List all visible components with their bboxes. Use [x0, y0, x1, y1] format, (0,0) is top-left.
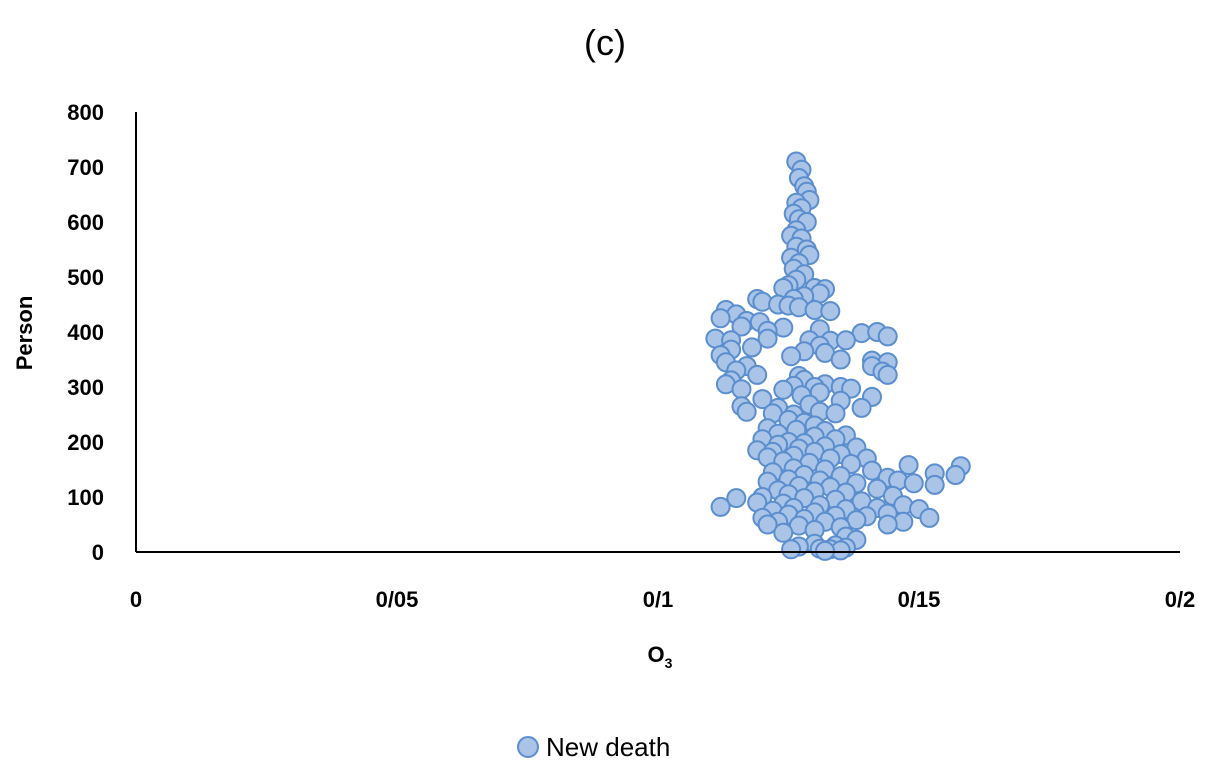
- x-tick-label: 0/15: [898, 587, 941, 612]
- y-tick-label: 600: [67, 210, 104, 235]
- data-point: [726, 488, 747, 509]
- x-tick-label: 0/1: [643, 587, 674, 612]
- y-tick-label: 200: [67, 430, 104, 455]
- data-point: [815, 540, 835, 561]
- data-point: [710, 496, 731, 517]
- data-point: [898, 455, 919, 476]
- data-point: [752, 389, 773, 410]
- x-tick-label: 0: [130, 587, 142, 612]
- data-point: [825, 403, 846, 424]
- data-point: [742, 337, 762, 358]
- legend: New death: [517, 732, 670, 762]
- x-tick-labels: 0 0/05 0/1 0/15 0/2: [130, 587, 1195, 612]
- data-point: [877, 514, 898, 535]
- x-axis-title: O3: [648, 642, 673, 671]
- data-point: [747, 364, 768, 385]
- y-tick-label: 700: [67, 155, 104, 180]
- y-tick-label: 100: [67, 485, 104, 510]
- data-point: [731, 316, 752, 337]
- data-point: [757, 328, 778, 349]
- legend-marker-new-death: [517, 736, 539, 758]
- data-point: [877, 326, 898, 347]
- x-axis-title-main: O: [648, 642, 665, 667]
- data-point: [731, 379, 752, 400]
- x-axis-title-subscript: 3: [665, 655, 673, 671]
- data-point: [851, 397, 872, 418]
- y-tick-labels: 0 100 200 300 400 500 600 700 800: [67, 100, 104, 565]
- data-point: [903, 473, 924, 494]
- data-point: [820, 301, 841, 322]
- plot-area: [705, 151, 971, 561]
- data-point: [781, 346, 802, 367]
- data-point: [830, 349, 851, 370]
- chart-title: (c): [584, 22, 626, 63]
- data-point: [710, 308, 731, 329]
- data-point: [736, 401, 757, 422]
- data-point: [773, 522, 794, 543]
- y-tick-label: 0: [92, 540, 104, 565]
- y-tick-label: 800: [67, 100, 104, 125]
- x-tick-label: 0/2: [1165, 587, 1196, 612]
- data-point: [835, 330, 856, 351]
- y-tick-label: 300: [67, 375, 104, 400]
- y-axis-title: Person: [12, 296, 37, 371]
- data-point: [945, 465, 966, 485]
- y-tick-label: 400: [67, 320, 104, 345]
- y-tick-label: 500: [67, 265, 104, 290]
- data-point: [877, 364, 898, 385]
- x-tick-label: 0/05: [376, 587, 419, 612]
- data-point: [757, 514, 778, 535]
- data-point: [919, 507, 940, 528]
- data-point: [924, 474, 945, 495]
- data-point: [781, 539, 802, 560]
- data-point: [773, 379, 794, 400]
- legend-label-new-death: New death: [546, 732, 670, 762]
